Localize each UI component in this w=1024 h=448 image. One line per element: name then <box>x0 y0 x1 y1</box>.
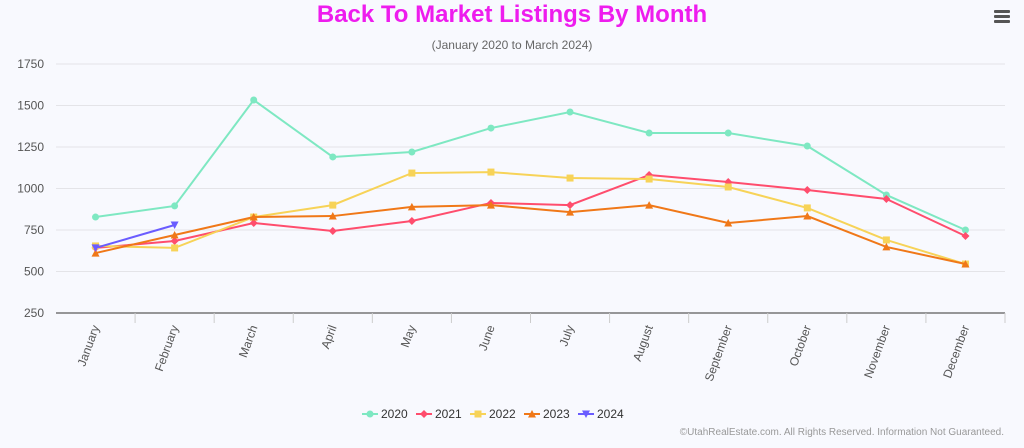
series-2023 <box>91 201 970 268</box>
x-tick-label: April <box>318 323 339 350</box>
y-tick-label: 750 <box>24 223 44 237</box>
credit-text: ©UtahRealEstate.com. All Rights Reserved… <box>679 427 1004 438</box>
data-point <box>566 108 574 116</box>
data-point <box>566 208 575 216</box>
data-point <box>724 219 733 227</box>
series-line-2020 <box>95 98 966 231</box>
legend-item-2024[interactable]: 2024 <box>578 407 624 421</box>
data-point <box>171 202 179 210</box>
legend-label: 2020 <box>381 407 408 421</box>
data-point <box>486 201 495 209</box>
x-tick-label: July <box>556 323 576 348</box>
data-point <box>724 183 732 191</box>
series-2024 <box>91 221 179 252</box>
chart-title: Back To Market Listings By Month <box>316 1 708 28</box>
data-point <box>328 212 337 220</box>
data-point <box>92 213 100 221</box>
data-point <box>249 219 258 228</box>
data-point <box>961 226 969 234</box>
data-point <box>803 212 812 220</box>
data-point <box>487 124 495 132</box>
series-line-2022 <box>95 171 966 265</box>
data-point <box>407 217 416 226</box>
x-tick-label: November <box>861 323 893 380</box>
legend-label: 2022 <box>489 407 516 421</box>
data-point <box>91 244 100 252</box>
data-point <box>645 201 654 209</box>
data-point <box>171 244 179 252</box>
legend-label: 2024 <box>597 407 624 421</box>
x-tick-label: December <box>940 323 972 380</box>
data-point <box>487 168 495 176</box>
x-tick-label: October <box>786 323 814 368</box>
series-line-2023 <box>95 204 966 266</box>
x-tick-label: May <box>398 323 419 349</box>
data-point <box>882 194 891 203</box>
data-point <box>961 231 970 240</box>
x-tick-label: September <box>702 323 735 383</box>
data-point <box>882 242 891 251</box>
y-tick-label: 1000 <box>17 182 44 196</box>
x-tick-label: January <box>75 323 103 368</box>
data-point <box>250 96 258 104</box>
data-point <box>645 175 653 183</box>
legend-item-2022[interactable]: 2022 <box>470 407 516 421</box>
y-tick-label: 1750 <box>17 57 44 71</box>
data-point <box>724 129 732 137</box>
series-line-2021 <box>95 174 966 249</box>
legend-label: 2023 <box>543 407 570 421</box>
legend-item-2021[interactable]: 2021 <box>416 407 462 421</box>
data-point <box>91 249 100 257</box>
data-point <box>961 260 970 268</box>
series-line-2024 <box>95 224 175 249</box>
y-tick-label: 1250 <box>17 140 44 154</box>
data-point <box>249 213 258 221</box>
legend-marker <box>528 410 536 418</box>
y-tick-label: 500 <box>24 265 44 279</box>
data-point <box>408 169 416 177</box>
data-point <box>803 204 811 212</box>
data-point <box>803 142 811 150</box>
data-point <box>882 236 890 244</box>
x-tick-label: March <box>236 323 261 359</box>
chart-subtitle: (January 2020 to March 2024) <box>431 38 593 52</box>
x-tick-label: August <box>630 323 656 364</box>
legend-marker <box>366 410 374 418</box>
data-point <box>566 174 574 182</box>
data-point <box>407 202 416 211</box>
series-2020 <box>92 96 969 234</box>
menu-icon[interactable] <box>994 10 1010 25</box>
data-point <box>408 148 416 156</box>
x-tick-label: June <box>476 323 498 353</box>
data-point <box>328 226 337 235</box>
data-point <box>329 153 337 161</box>
data-point <box>170 236 179 245</box>
legend-marker <box>420 410 428 418</box>
data-point <box>566 201 575 210</box>
series-2021 <box>91 171 970 252</box>
data-point <box>170 230 179 239</box>
legend-label: 2021 <box>435 407 462 421</box>
legend-item-2023[interactable]: 2023 <box>524 407 570 421</box>
x-tick-label: February <box>152 323 182 373</box>
data-point <box>803 185 812 194</box>
legend-item-2020[interactable]: 2020 <box>362 407 408 421</box>
data-point <box>329 201 337 209</box>
data-point <box>170 221 179 230</box>
data-point <box>645 129 653 137</box>
y-tick-label: 1500 <box>17 99 44 113</box>
y-tick-label: 250 <box>24 306 44 320</box>
legend-marker <box>474 410 482 418</box>
series-2022 <box>92 168 969 268</box>
legend-marker <box>582 410 590 418</box>
